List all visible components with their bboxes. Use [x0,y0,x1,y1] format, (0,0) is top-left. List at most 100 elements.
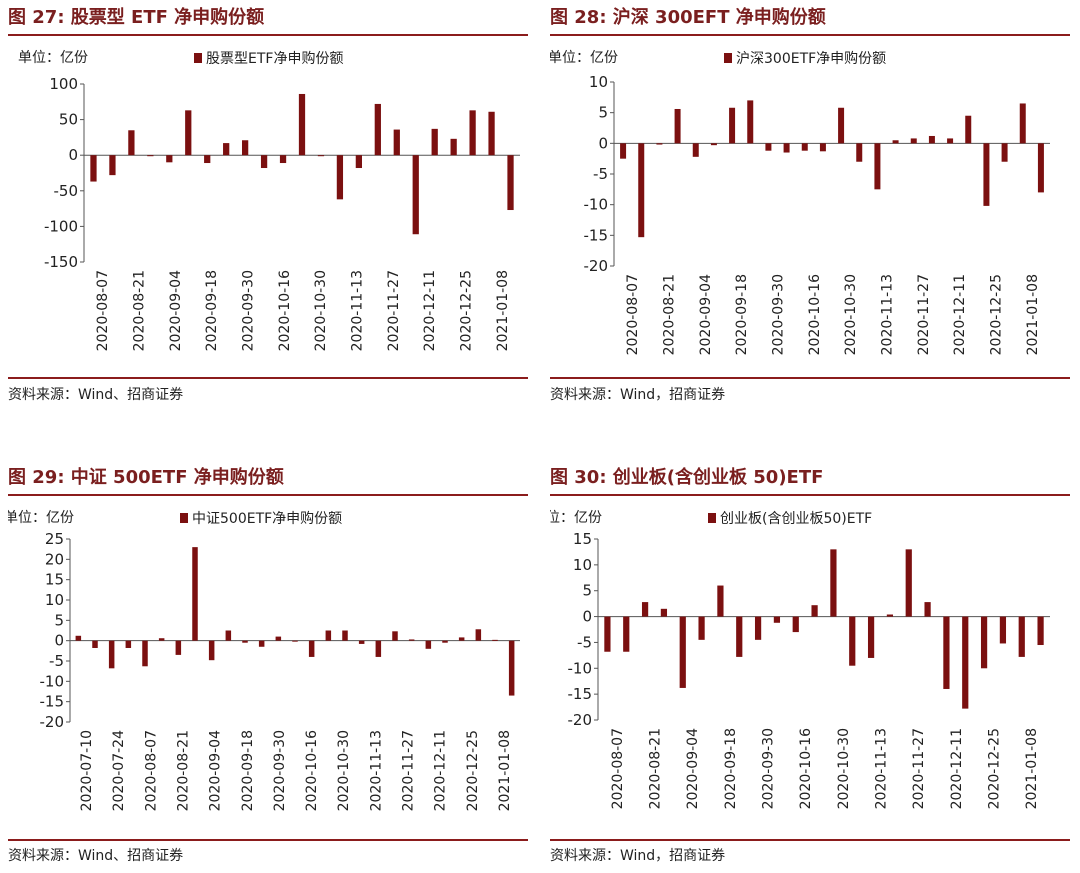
bar [425,640,432,649]
x-tick-label: 2020-09-18 [723,728,739,809]
bar [308,640,315,657]
x-tick-label: 2020-11-27 [386,270,402,351]
x-tick-label: 2020-08-07 [610,728,626,809]
y-tick-label: -100 [44,217,78,235]
y-tick-label: 100 [49,75,78,93]
bar [692,143,699,157]
bar [128,130,135,156]
bar [943,616,950,689]
x-tick-label: 2020-12-25 [459,270,475,351]
bar [90,155,97,182]
bar [1018,616,1025,657]
bar [983,143,990,206]
bar [492,639,498,641]
x-tick-label: 2021-01-08 [497,730,513,811]
y-tick-label: -10 [40,672,65,690]
bar [279,155,287,164]
y-tick-label: -20 [40,713,65,731]
source-note: 资料来源：Wind，招商证券 [550,848,726,864]
bar [392,631,398,641]
x-tick-label: 2020-08-21 [132,270,148,351]
legend-swatch [708,513,716,523]
x-tick-label: 2020-08-07 [143,730,159,811]
title-rule [8,34,528,36]
figure-title: 图 28: 沪深 300EFT 净申购份额 [550,7,826,28]
x-tick-label: 2020-10-16 [798,728,814,809]
x-tick-label: 2020-11-13 [874,728,890,809]
x-tick-label: 2020-08-21 [662,274,678,355]
unit-label: 单位：亿份 [8,510,74,526]
bar [507,155,514,211]
bar [342,630,348,641]
figure-title: 图 30: 创业板(含创业板 50)ETF [550,467,824,488]
x-tick-label: 2020-09-04 [698,274,714,355]
title-rule [550,34,1070,36]
figure-title: 图 29: 中证 500ETF 净申购份额 [8,467,284,488]
bar [679,616,686,688]
bar [431,128,438,156]
bar [325,630,332,641]
bar [892,140,899,144]
bar [412,155,419,235]
bar [442,640,448,643]
bar [999,616,1007,644]
x-tick-label: 2020-11-27 [401,730,417,811]
x-tick-label: 2020-11-13 [880,274,896,355]
x-tick-label: 2020-12-11 [422,270,438,351]
bar [336,155,344,200]
y-tick-label: -5 [49,652,64,670]
bar [962,616,969,709]
bar [242,140,249,156]
bar [508,640,515,696]
bar [910,138,917,144]
bar [947,138,954,144]
x-tick-label: 2020-09-18 [734,274,750,355]
bar [717,585,724,617]
source-note: 资料来源：Wind、招商证券 [8,848,184,864]
title-rule [8,494,528,496]
x-tick-label: 2020-10-16 [807,274,823,355]
bar [754,616,762,640]
y-tick-label: -20 [584,257,609,275]
x-tick-label: 2020-10-16 [304,730,320,811]
x-tick-label: 2020-09-30 [272,730,288,811]
bar [192,547,198,641]
bar [260,155,268,169]
bar [747,100,754,144]
y-tick-label: 25 [45,530,64,548]
x-tick-label: 2021-01-08 [1025,274,1041,355]
x-tick-label: 2020-09-30 [771,274,787,355]
bar [641,602,649,617]
x-tick-label: 2020-10-30 [336,730,352,811]
y-tick-label: 5 [54,611,64,629]
bar [208,640,215,661]
y-tick-label: 15 [573,530,592,548]
bar [856,143,863,162]
y-tick-label: 0 [68,146,78,164]
x-tick-label: 2020-07-24 [111,730,127,811]
bar [298,93,306,156]
bar [867,616,875,658]
source-rule [8,839,528,841]
x-tick-label: 2020-11-13 [350,270,366,351]
bar [393,129,400,156]
bar [469,110,476,156]
y-tick-label: 20 [45,550,64,568]
y-tick-label: 0 [598,134,608,152]
bar [783,143,790,153]
x-tick-label: 2020-12-25 [987,728,1003,809]
bar [811,605,818,617]
bar [765,143,772,151]
bar [185,110,192,156]
bar [886,614,894,617]
x-tick-label: 2021-01-08 [1024,728,1040,809]
bar [374,103,381,156]
legend-label: 中证500ETF净申购份额 [192,511,342,527]
y-tick-label: 10 [589,73,608,91]
bar [317,155,325,157]
y-tick-label: 10 [573,556,592,574]
bar [801,143,808,151]
bar [838,107,845,144]
bar [819,143,826,152]
bar [175,640,182,655]
